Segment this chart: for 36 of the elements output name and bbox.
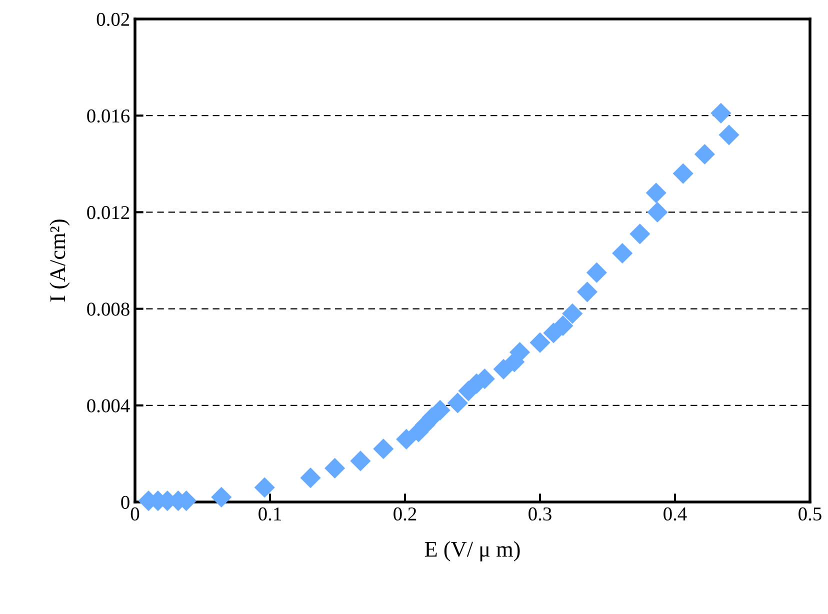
y-tick-label: 0.016 (87, 109, 130, 123)
x-tick-label: 0.3 (528, 507, 552, 521)
point (447, 392, 468, 414)
point (647, 202, 668, 222)
point (694, 144, 715, 165)
point (586, 262, 607, 283)
point (324, 458, 346, 478)
x-tick-label: 0 (130, 507, 140, 521)
point (646, 182, 666, 204)
y-axis-title: I (A/cm²) (50, 220, 70, 302)
point (576, 282, 598, 302)
x-tick-label: 0.1 (258, 507, 281, 521)
point (254, 477, 275, 498)
point (211, 486, 232, 508)
point (530, 332, 550, 353)
point (552, 315, 574, 336)
point (710, 102, 732, 124)
y-tick-label: 0.02 (96, 12, 130, 26)
y-tick-label: 0.004 (87, 399, 130, 412)
point (350, 450, 371, 472)
y-tick-label: 0.008 (87, 302, 130, 316)
point (300, 468, 321, 488)
point (612, 242, 633, 264)
point (718, 124, 740, 146)
point (373, 438, 394, 460)
point (672, 163, 694, 184)
x-tick-label: 0.2 (394, 507, 416, 521)
point (562, 303, 583, 324)
y-tick-label: 0 (121, 496, 130, 509)
point (493, 358, 514, 380)
x-axis-title: E (V/ μ m) (424, 541, 520, 562)
point (396, 428, 417, 450)
x-tick-label: 0.5 (798, 507, 822, 521)
x-tick-label: 0.4 (664, 507, 687, 521)
y-tick-label: 0.012 (87, 206, 130, 220)
point (630, 224, 650, 244)
